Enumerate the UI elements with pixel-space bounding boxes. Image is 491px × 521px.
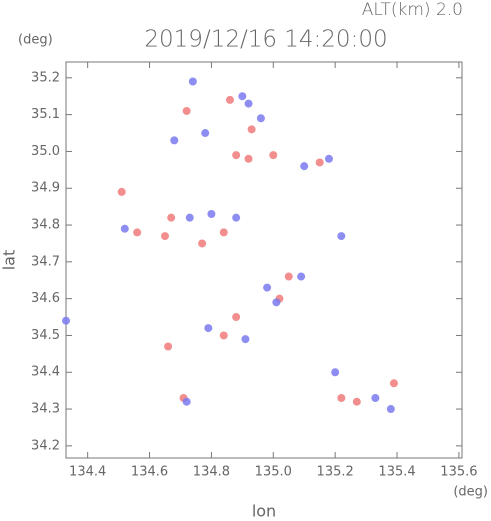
point — [352, 397, 361, 406]
point — [232, 151, 241, 160]
y-tick-label: 34.3 — [31, 402, 60, 417]
x-tick-label: 134.6 — [131, 465, 168, 480]
point — [389, 379, 398, 388]
x-tick-label: 135.2 — [317, 465, 354, 480]
point — [188, 77, 197, 86]
point — [182, 106, 191, 115]
x-unit: (deg) — [453, 485, 488, 500]
point — [219, 331, 228, 340]
point — [386, 405, 395, 414]
plot-frame — [65, 61, 463, 459]
point — [182, 397, 191, 406]
point — [170, 136, 179, 145]
point — [371, 394, 380, 403]
y-tick-label: 34.6 — [31, 291, 60, 306]
point — [164, 342, 173, 351]
point — [185, 213, 194, 222]
point — [201, 129, 210, 138]
point — [117, 187, 126, 196]
point — [256, 114, 265, 123]
x-tick-label: 134.8 — [193, 465, 230, 480]
point — [232, 213, 241, 222]
point — [337, 232, 346, 241]
x-axis-label: lon — [252, 502, 276, 521]
point — [225, 95, 234, 104]
point — [62, 316, 70, 325]
point — [207, 209, 216, 218]
x-tick-label: 135.0 — [255, 465, 292, 480]
point — [204, 324, 213, 333]
subtitle: ALT(km) 2.0 — [362, 0, 463, 20]
point — [247, 125, 256, 134]
y-axis-label: lat — [0, 250, 19, 271]
point — [284, 272, 293, 281]
y-tick-label: 34.2 — [31, 438, 60, 453]
point — [324, 154, 333, 163]
y-tick-label: 34.7 — [31, 254, 60, 269]
point — [269, 151, 278, 160]
point — [219, 228, 228, 237]
y-tick-label: 34.4 — [31, 365, 60, 380]
point — [315, 158, 324, 167]
y-tick-label: 35.1 — [31, 107, 60, 122]
point — [241, 335, 250, 344]
point — [232, 313, 241, 322]
x-tick-label: 134.4 — [69, 465, 106, 480]
y-tick-label: 35.0 — [31, 144, 60, 159]
point — [331, 368, 340, 377]
x-tick-label: 135.4 — [378, 465, 415, 480]
point — [272, 298, 281, 307]
x-tick-label: 135.6 — [440, 465, 477, 480]
point — [238, 92, 247, 101]
chart-title: 2019/12/16 14:20:00 — [144, 27, 387, 53]
point — [120, 224, 129, 233]
point — [263, 283, 272, 292]
point — [244, 154, 253, 163]
point — [244, 99, 253, 108]
y-unit: (deg) — [18, 33, 53, 48]
point — [337, 394, 346, 403]
y-tick-label: 34.5 — [31, 328, 60, 343]
point — [300, 162, 309, 171]
point — [297, 272, 306, 281]
point — [198, 239, 207, 248]
y-tick-label: 34.9 — [31, 181, 60, 196]
point — [161, 232, 169, 241]
y-tick-label: 34.8 — [31, 218, 60, 233]
y-tick-label: 35.2 — [31, 70, 60, 85]
point — [133, 228, 142, 237]
point — [167, 213, 176, 222]
